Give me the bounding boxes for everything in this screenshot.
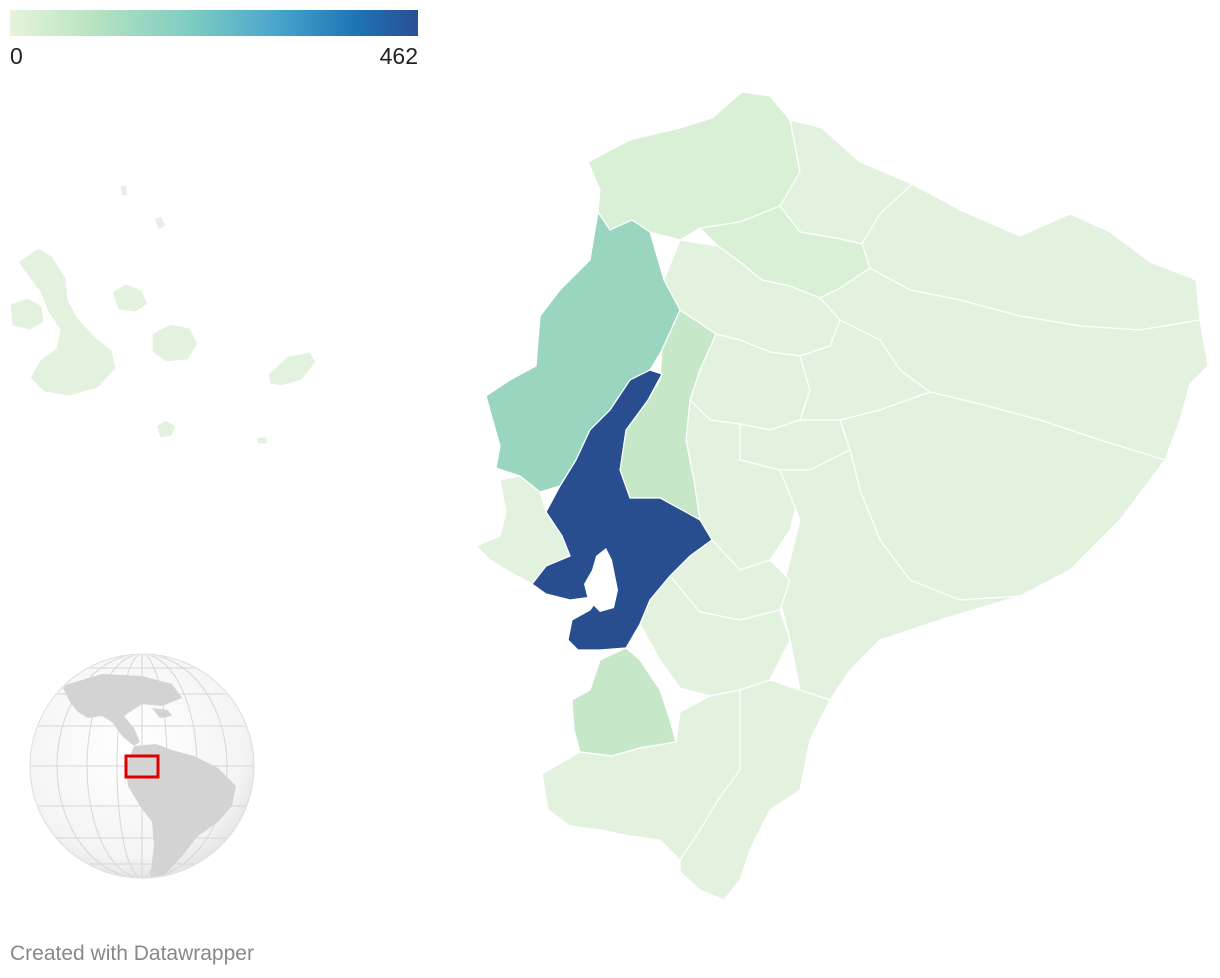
gulf-islands-water	[584, 548, 618, 612]
attribution-credit[interactable]: Created with Datawrapper	[10, 942, 254, 965]
locator-highlight-box	[124, 754, 160, 779]
legend-gradient-bar	[10, 10, 418, 36]
province-zamora-chinchipe[interactable]	[679, 679, 831, 901]
province-azuay[interactable]	[639, 575, 791, 697]
locator-globe	[29, 653, 255, 879]
galapagos-islands[interactable]	[9, 183, 317, 445]
color-legend: 0 462	[10, 10, 418, 69]
legend-min-label: 0	[10, 43, 23, 69]
province-santa-elena[interactable]	[475, 475, 571, 585]
province-el-oro[interactable]	[571, 647, 677, 757]
legend-max-label: 462	[379, 43, 418, 69]
